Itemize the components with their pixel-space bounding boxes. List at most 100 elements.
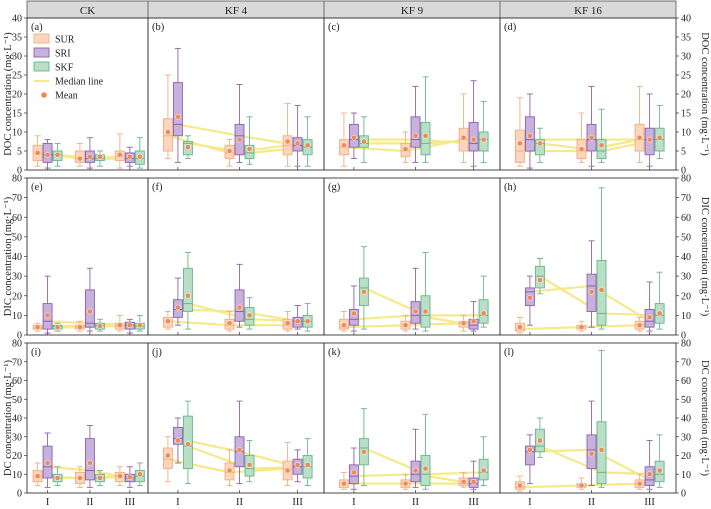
y-axis-label-left: DC concentration (mg·L⁻¹) (3, 360, 14, 476)
mean-marker (44, 151, 51, 158)
y-tick-label-left: 40 (12, 14, 22, 25)
box-sri (124, 466, 135, 488)
mean-marker (646, 471, 653, 478)
mean-marker (117, 151, 123, 158)
box-sur (338, 471, 349, 490)
box-sri (84, 425, 95, 488)
y-tick-label-right: 20 (681, 291, 691, 302)
x-category-label: II (86, 497, 93, 508)
box-skf (302, 116, 313, 167)
panel-e (26, 177, 149, 336)
mean-marker (656, 134, 663, 141)
y-tick-label-right: 80 (681, 174, 691, 185)
y-tick-label-left: 80 (12, 174, 22, 185)
box-iqr (534, 265, 545, 289)
panel-letter: (h) (504, 182, 517, 193)
y-tick-label-left: 70 (12, 193, 22, 204)
mean-marker (236, 136, 243, 143)
y-tick-label-right: 30 (681, 52, 691, 63)
mean-marker (87, 308, 93, 315)
mean-marker (294, 318, 301, 325)
panel-j (147, 342, 325, 494)
mean-marker (480, 310, 487, 317)
box-skf (534, 417, 545, 458)
box-iqr (596, 259, 607, 326)
y-tick-label-left: 40 (12, 252, 22, 263)
mean-marker (185, 441, 191, 448)
box-skf (182, 400, 193, 485)
mean-marker (470, 136, 477, 143)
y-tick-label-left: 10 (12, 128, 22, 139)
mean-marker (460, 320, 467, 327)
box-sri (348, 285, 359, 332)
mean-marker (117, 473, 123, 479)
mean-marker (137, 153, 143, 160)
box-skf (52, 322, 63, 332)
box-iqr (182, 267, 193, 312)
box-sur (282, 311, 293, 332)
box-iqr (534, 139, 545, 156)
box-sri (410, 85, 421, 163)
mean-marker (646, 136, 653, 143)
x-category-label: II (236, 497, 243, 508)
mean-marker (578, 146, 585, 152)
y-tick-label-left: 50 (12, 232, 22, 243)
box-sur (224, 311, 235, 332)
box-iqr (410, 116, 421, 148)
box-sri (644, 93, 655, 167)
mean-marker (236, 304, 243, 311)
box-iqr (524, 445, 535, 466)
y-tick-label-right: 50 (681, 395, 691, 406)
y-tick-label-right: 10 (681, 128, 691, 139)
box-skf (420, 76, 431, 163)
y-axis-label-right: DC concentration (mg·L⁻¹) (699, 360, 710, 476)
panel-letter: (g) (328, 182, 341, 193)
box-skf (478, 101, 489, 163)
y-tick-label-left: 0 (17, 166, 22, 177)
mean-marker (127, 153, 133, 160)
box-sri (468, 80, 479, 167)
box-sri (348, 112, 359, 160)
box-skf (302, 303, 313, 332)
mean-marker (246, 312, 253, 319)
x-category-label: III (125, 497, 136, 508)
box-sri (42, 139, 53, 169)
box-sri (172, 47, 183, 163)
legend-label-sur: SUR (55, 35, 75, 46)
legend-label-sri: SRI (55, 49, 71, 60)
y-tick-label-right: 20 (681, 90, 691, 101)
box-sri (524, 434, 535, 485)
mean-marker (284, 467, 291, 474)
mean-marker (480, 467, 487, 474)
box-sur (338, 112, 349, 167)
y-tick-label-right: 60 (681, 376, 691, 387)
x-category-label: I (352, 497, 356, 508)
mean-marker (527, 447, 533, 453)
mean-marker (517, 482, 523, 489)
mean-marker (77, 475, 83, 481)
mean-marker (185, 292, 191, 299)
y-tick-label-right: 35 (681, 33, 691, 44)
panel-letter: (i) (31, 347, 41, 358)
box-sri (644, 281, 655, 332)
mean-marker (578, 482, 585, 489)
mean-marker (294, 462, 301, 468)
mean-marker (54, 151, 61, 158)
box-sur (634, 473, 645, 490)
y-tick-label-left: 50 (12, 395, 22, 406)
mean-marker (97, 475, 103, 481)
panel-frame (499, 17, 677, 171)
panel-letter: (l) (504, 347, 514, 358)
x-category-label: I (176, 497, 180, 508)
panel-k (323, 342, 501, 494)
y-tick-label-right: 50 (681, 232, 691, 243)
box-sur (400, 473, 411, 490)
x-category-label: II (412, 497, 419, 508)
box-sur (458, 93, 469, 163)
box-sur (224, 139, 235, 167)
box-skf (358, 116, 369, 163)
mean-marker (537, 437, 543, 444)
y-tick-label-left: 35 (12, 33, 22, 44)
y-axis-label-left: DOC concentration (mg·L⁻¹) (3, 32, 14, 156)
x-category-label: II (588, 497, 595, 508)
